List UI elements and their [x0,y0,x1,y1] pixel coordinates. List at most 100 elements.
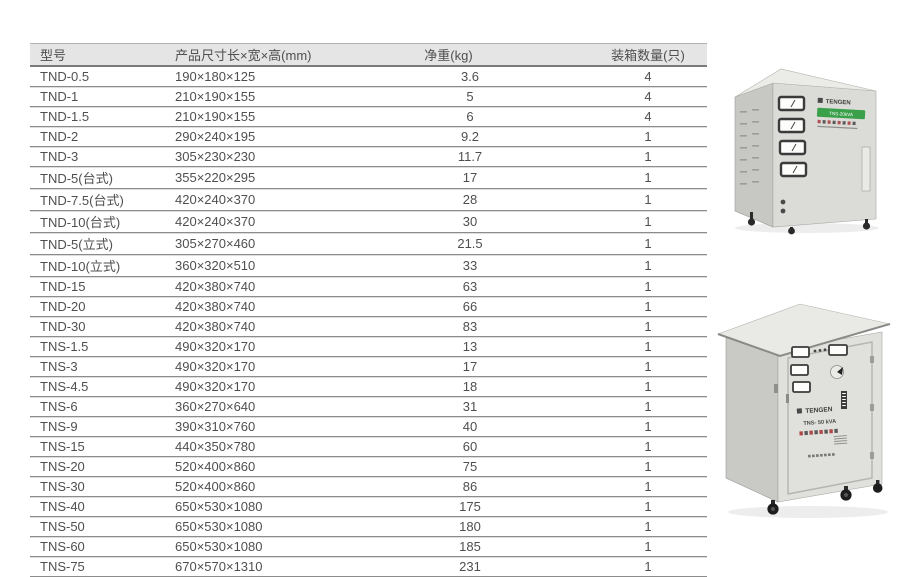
cell-quantity: 1 [550,376,707,397]
cell-size: 210×190×155 [173,106,390,127]
table-row: TNS-60 650×530×1080 185 1 [30,536,707,557]
cell-weight: 75 [390,456,550,477]
cell-weight: 231 [390,556,550,577]
cell-weight: 17 [390,166,550,189]
table-row: TND-30 420×380×740 83 1 [30,316,707,337]
barcode-label [841,391,847,409]
cell-weight: 21.5 [390,232,550,255]
cabinet-side-face [734,82,774,228]
cell-weight: 9.2 [390,126,550,147]
cell-weight: 86 [390,476,550,497]
table-row: TNS-1.5 490×320×170 13 1 [30,336,707,357]
front-labels: TENGEN TNS- 50 kVA [796,406,848,458]
cell-quantity: 1 [550,210,707,233]
table-row: TND-5(台式) 355×220×295 17 1 [30,166,707,189]
lid-edge [717,323,891,358]
cell-size: 190×180×125 [173,66,390,87]
table-row: TND-3 305×230×230 11.7 1 [30,146,707,167]
table-row: TND-0.5 190×180×125 3.6 4 [30,66,707,87]
cell-model: TND-15 [30,276,173,297]
cell-model: TND-10(台式) [30,210,173,233]
door-hinges [786,356,874,459]
stabilizer-large-drawing: TENGEN TNS- 50 kVA [717,303,891,518]
cell-size: 650×530×1080 [173,496,390,517]
cell-quantity: 1 [550,126,707,147]
cell-size: 420×240×370 [173,210,390,233]
cell-quantity: 4 [550,86,707,107]
table-row: TND-15 420×380×740 63 1 [30,276,707,297]
column-header-model: 型号 [30,43,173,67]
side-latch [774,384,778,393]
vent-slots [740,109,759,185]
model-label: TNS- 50 kVA [803,419,836,427]
table-row: TND-10(立式) 360×320×510 33 1 [30,254,707,277]
cell-quantity: 1 [550,276,707,297]
cell-quantity: 1 [550,536,707,557]
panel-meters [790,344,848,393]
table-row: TNS-9 390×310×760 40 1 [30,416,707,437]
cell-size: 490×320×170 [173,376,390,397]
table-row: TND-1 210×190×155 5 4 [30,86,707,107]
cell-weight: 11.7 [390,146,550,167]
cell-size: 490×320×170 [173,336,390,357]
product-caption-marks [817,119,858,130]
rotary-knob [830,365,844,379]
shadow [728,506,888,518]
table-row: TND-10(台式) 420×240×370 30 1 [30,210,707,233]
cell-weight: 18 [390,376,550,397]
cell-model: TNS-30 [30,476,173,497]
brand-logo-text: TENGEN [805,406,833,415]
column-header-quantity: 装箱数量(只) [550,43,707,67]
cell-model: TND-1.5 [30,106,173,127]
cell-model: TND-10(立式) [30,254,173,277]
cell-model: TNS-3 [30,356,173,377]
catalog-page: 型号 产品尺寸长×宽×高(mm) 净重(kg) 装箱数量(只) TND-0.5 1… [30,43,894,577]
spec-table: 型号 产品尺寸长×宽×高(mm) 净重(kg) 装箱数量(只) TND-0.5 1… [30,43,707,577]
cell-quantity: 1 [550,396,707,417]
cell-weight: 33 [390,254,550,277]
cell-model: TNS-6 [30,396,173,417]
cell-model: TND-1 [30,86,173,107]
product-photo-large-stabilizer: TENGEN TNS- 50 kVA [716,286,894,522]
cell-size: 390×310×760 [173,416,390,437]
cell-weight: 180 [390,516,550,537]
cell-model: TNS-15 [30,436,173,457]
cell-model: TND-2 [30,126,173,147]
cell-size: 305×230×230 [173,146,390,167]
table-row: TNS-20 520×400×860 75 1 [30,456,707,477]
terminal-knob [780,199,786,205]
cell-quantity: 4 [550,66,707,87]
cell-model: TNS-4.5 [30,376,173,397]
cell-size: 670×570×1310 [173,556,390,577]
brand-logo-text: TENGEN [825,99,850,106]
cabinet-side-face [725,337,779,503]
cell-model: TNS-75 [30,556,173,577]
cell-weight: 30 [390,210,550,233]
cell-size: 650×530×1080 [173,536,390,557]
cell-size: 490×320×170 [173,356,390,377]
table-row: TND-2 290×240×195 9.2 1 [30,126,707,147]
table-row: TNS-75 670×570×1310 231 1 [30,556,707,577]
cell-size: 355×220×295 [173,166,390,189]
cell-size: 520×400×860 [173,456,390,477]
cell-model: TND-3 [30,146,173,167]
cell-size: 440×350×780 [173,436,390,457]
door-handle-recess [861,146,871,192]
cell-size: 420×380×740 [173,276,390,297]
cell-quantity: 1 [550,232,707,255]
cell-weight: 60 [390,436,550,457]
table-row: TND-20 420×380×740 66 1 [30,296,707,317]
table-row: TND-1.5 210×190×155 6 4 [30,106,707,127]
company-text-marks [807,453,835,458]
table-row: TNS-4.5 490×320×170 18 1 [30,376,707,397]
cell-weight: 31 [390,396,550,417]
column-header-size: 产品尺寸长×宽×高(mm) [173,43,390,67]
cell-size: 420×240×370 [173,188,390,211]
cell-quantity: 1 [550,146,707,167]
cell-quantity: 4 [550,106,707,127]
brand-logo-mark [817,97,823,104]
table-row: TNS-15 440×350×780 60 1 [30,436,707,457]
product-caption-marks [799,428,838,436]
cell-weight: 175 [390,496,550,517]
caster-wheels [747,212,871,235]
